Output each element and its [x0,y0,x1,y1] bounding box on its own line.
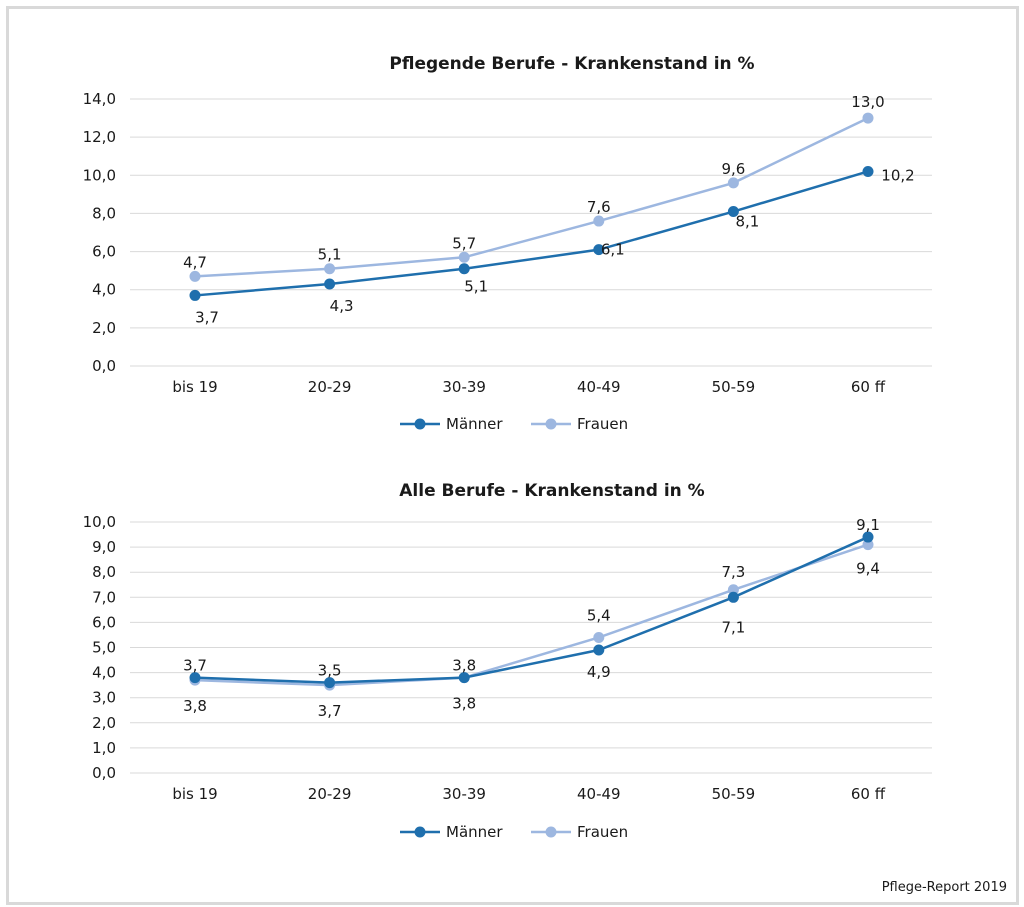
data-point [862,539,874,551]
data-label: 3,8 [452,695,476,713]
data-point [727,206,739,218]
x-tick-label: 20-29 [308,378,352,396]
x-tick-label: 40-49 [577,785,621,803]
source-label: Pflege-Report 2019 [882,880,1007,895]
data-point [324,263,336,275]
y-tick-label: 5,0 [92,639,116,657]
data-label: 3,8 [452,657,476,675]
legend-label: Frauen [577,415,628,433]
x-tick-label: 60 ff [851,785,886,803]
series-line-frauen [194,116,869,278]
data-label: 8,1 [735,213,759,231]
y-tick-label: 0,0 [92,764,116,782]
data-point [727,177,739,189]
y-tick-label: 7,0 [92,588,116,606]
data-label: 5,1 [464,278,488,296]
y-tick-label: 4,0 [92,281,116,299]
y-tick-label: 4,0 [92,664,116,682]
data-point [458,251,470,263]
series-line-maenner [194,170,869,297]
y-tick-label: 10,0 [83,166,116,184]
series-line-frauen [194,543,869,687]
data-point [593,244,605,256]
chart-2-title: Alle Berufe - Krankenstand in % [399,481,704,501]
data-label: 9,6 [721,160,745,178]
data-label: 4,9 [587,663,611,681]
data-point [458,672,470,684]
data-label: 3,7 [183,657,207,675]
legend-label: Männer [446,823,503,841]
data-label: 3,7 [195,308,219,326]
x-tick-label: 40-49 [577,378,621,396]
data-label: 13,0 [851,93,884,111]
data-point [189,672,201,684]
y-tick-label: 0,0 [92,357,116,375]
data-point [727,584,739,596]
legend-marker [414,418,426,430]
data-label: 7,3 [721,563,745,581]
data-point [458,263,470,275]
x-tick-label: 50-59 [712,785,756,803]
data-label: 9,4 [856,560,880,578]
x-tick-label: 50-59 [712,378,756,396]
legend-marker [545,418,557,430]
legend-label: Männer [446,415,503,433]
data-point [862,112,874,124]
data-label: 5,7 [452,234,476,252]
x-tick-label: 60 ff [851,378,886,396]
y-tick-label: 6,0 [92,243,116,261]
data-label: 5,4 [587,606,611,624]
x-tick-label: bis 19 [172,378,217,396]
data-point [593,215,605,227]
data-point [189,270,201,282]
data-point [862,531,874,543]
y-tick-label: 9,0 [92,538,116,556]
legend-label: Frauen [577,823,628,841]
y-tick-label: 6,0 [92,613,116,631]
legend-marker [545,826,557,838]
data-point [727,591,739,603]
data-label: 3,5 [318,662,342,680]
x-tick-label: 20-29 [308,785,352,803]
data-label: 4,3 [330,297,354,315]
x-tick-label: 30-39 [442,785,486,803]
data-point [324,278,336,290]
data-label: 3,7 [318,702,342,720]
y-tick-label: 1,0 [92,739,116,757]
x-tick-label: bis 19 [172,785,217,803]
data-label: 9,1 [856,516,880,534]
y-tick-label: 2,0 [92,319,116,337]
legend-marker [414,826,426,838]
data-point [324,677,336,689]
chart-1-title: Pflegende Berufe - Krankenstand in % [389,54,754,74]
data-label: 5,1 [318,246,342,264]
data-point [862,165,874,177]
y-tick-label: 8,0 [92,563,116,581]
x-tick-label: 30-39 [442,378,486,396]
data-label: 7,1 [721,618,745,636]
data-point [189,289,201,301]
data-point [593,631,605,643]
y-tick-label: 3,0 [92,689,116,707]
chart-frame [6,6,1019,905]
data-label: 6,1 [601,241,625,259]
series-line-maenner [194,535,869,684]
data-label: 4,7 [183,253,207,271]
data-point [593,644,605,656]
y-tick-label: 2,0 [92,714,116,732]
y-tick-label: 12,0 [83,128,116,146]
data-label: 10,2 [881,166,914,184]
data-label: 7,6 [587,198,611,216]
y-tick-label: 14,0 [83,90,116,108]
y-tick-label: 10,0 [83,513,116,531]
data-label: 3,8 [183,697,207,715]
y-tick-label: 8,0 [92,204,116,222]
